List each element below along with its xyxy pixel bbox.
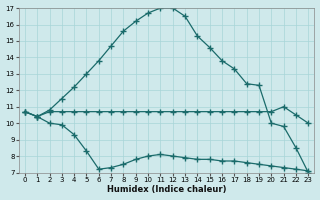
X-axis label: Humidex (Indice chaleur): Humidex (Indice chaleur) xyxy=(107,185,226,194)
